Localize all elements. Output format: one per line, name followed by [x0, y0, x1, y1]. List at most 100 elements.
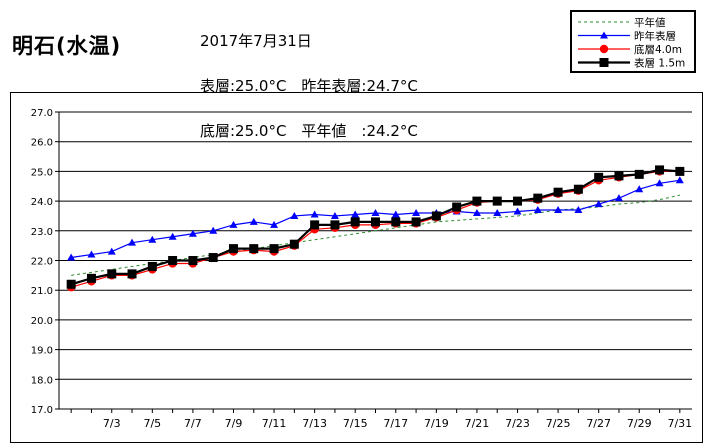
data-point-square — [147, 261, 157, 271]
data-point-triangle — [594, 200, 603, 208]
x-tick-label: 7/3 — [103, 417, 121, 430]
y-tick-label: 21.0 — [31, 286, 53, 297]
data-point-square — [452, 202, 462, 212]
data-point-square — [228, 244, 238, 254]
data-point-triangle — [391, 210, 400, 218]
y-tick-label: 23.0 — [31, 227, 53, 238]
data-point-square — [310, 220, 320, 230]
data-point-triangle — [554, 206, 563, 214]
legend-marker-triangle — [600, 31, 608, 39]
data-point-triangle — [310, 210, 319, 218]
x-tick-label: 7/19 — [424, 417, 449, 430]
data-point-triangle — [675, 176, 684, 184]
y-tick-label: 25.0 — [31, 167, 53, 178]
legend-label: 昨年表層 — [634, 30, 676, 43]
data-point-square — [127, 269, 137, 279]
data-point-square — [675, 166, 685, 176]
data-point-triangle — [290, 211, 299, 219]
data-point-triangle — [168, 232, 177, 240]
data-point-triangle — [472, 208, 481, 216]
data-point-triangle — [635, 185, 644, 193]
data-point-triangle — [67, 253, 76, 261]
y-tick-label: 26.0 — [31, 138, 53, 149]
data-point-triangle — [371, 208, 380, 216]
legend-label: 平年値 — [634, 16, 666, 29]
legend-marker-circle — [599, 44, 609, 54]
data-point-square — [269, 244, 279, 254]
legend-marker-square — [599, 58, 609, 67]
data-point-square — [533, 193, 543, 203]
data-point-square — [391, 217, 401, 227]
data-point-triangle — [574, 206, 583, 214]
x-tick-label: 7/27 — [586, 417, 611, 430]
data-point-square — [168, 256, 178, 265]
x-tick-label: 7/9 — [225, 417, 243, 430]
data-point-triangle — [87, 250, 96, 258]
legend-label: 底層4.0m — [634, 43, 682, 56]
data-point-square — [492, 196, 502, 206]
series-line-3 — [71, 170, 680, 288]
data-point-square — [472, 196, 482, 206]
data-point-triangle — [493, 208, 502, 216]
chart-legend: 平年値 昨年表層 底層4.0m 表層 1.5m — [570, 10, 696, 73]
data-point-triangle — [249, 217, 258, 225]
data-point-triangle — [107, 247, 116, 255]
legend-label: 表層 1.5m — [634, 57, 685, 70]
data-point-triangle — [270, 220, 279, 228]
reading-line-surface: 表層:25.0°C 昨年表層:24.7°C — [200, 77, 418, 95]
y-tick-label: 19.0 — [31, 346, 53, 357]
data-point-triangle — [330, 211, 339, 219]
data-point-square — [411, 217, 421, 227]
data-point-triangle — [513, 207, 522, 215]
data-point-triangle — [188, 229, 197, 237]
data-point-square — [188, 256, 198, 265]
data-point-triangle — [412, 208, 421, 216]
data-point-square — [634, 169, 644, 179]
x-tick-label: 7/25 — [546, 417, 571, 430]
x-tick-label: 7/17 — [383, 417, 408, 430]
data-point-square — [107, 269, 117, 279]
x-tick-label: 7/7 — [184, 417, 202, 430]
reading-summary: 2017年7月31日 表層:25.0°C 昨年表層:24.7°C 底層:25.0… — [200, 4, 418, 154]
x-tick-label: 7/13 — [302, 417, 327, 430]
y-tick-label: 20.0 — [31, 316, 53, 327]
chart-frame: 17.0 18.0 19.0 20.0 21.0 22.0 23.0 24.0 25.0 26.0… — [10, 92, 703, 443]
data-point-square — [573, 184, 583, 194]
data-point-square — [330, 220, 340, 230]
data-point-square — [208, 253, 218, 263]
data-point-triangle — [351, 210, 360, 218]
data-point-triangle — [148, 235, 157, 243]
data-point-square — [513, 196, 523, 206]
y-tick-label: 17.0 — [31, 405, 53, 416]
station-title: 明石(水温) — [12, 34, 122, 58]
data-point-square — [655, 165, 665, 175]
x-tick-label: 7/5 — [143, 417, 161, 430]
x-tick-label: 7/15 — [343, 417, 368, 430]
data-point-square — [86, 273, 96, 283]
x-tick-label: 7/21 — [465, 417, 490, 430]
y-tick-label: 24.0 — [31, 197, 53, 208]
y-tick-label: 18.0 — [31, 375, 53, 386]
data-point-square — [594, 172, 604, 182]
data-point-square — [553, 187, 563, 197]
reading-line-bottom: 底層:25.0°C 平年値 :24.2°C — [200, 122, 418, 140]
data-point-square — [289, 239, 299, 249]
data-point-triangle — [229, 220, 238, 228]
data-point-triangle — [128, 238, 137, 246]
x-tick-label: 7/29 — [627, 417, 652, 430]
data-point-triangle — [655, 179, 664, 187]
data-point-triangle — [209, 226, 218, 234]
data-point-triangle — [614, 194, 623, 202]
data-point-triangle — [533, 206, 542, 214]
data-point-square — [66, 279, 76, 289]
data-point-square — [614, 171, 624, 181]
y-tick-label: 22.0 — [31, 257, 53, 268]
data-point-square — [350, 217, 360, 227]
x-tick-label: 7/11 — [262, 417, 287, 430]
x-tick-label: 7/23 — [505, 417, 530, 430]
observation-date: 2017年7月31日 — [200, 32, 312, 50]
temperature-line-chart: 17.0 18.0 19.0 20.0 21.0 22.0 23.0 24.0 25.0 26.0… — [31, 108, 692, 430]
y-tick-label: 27.0 — [31, 108, 53, 119]
data-point-square — [371, 217, 380, 227]
